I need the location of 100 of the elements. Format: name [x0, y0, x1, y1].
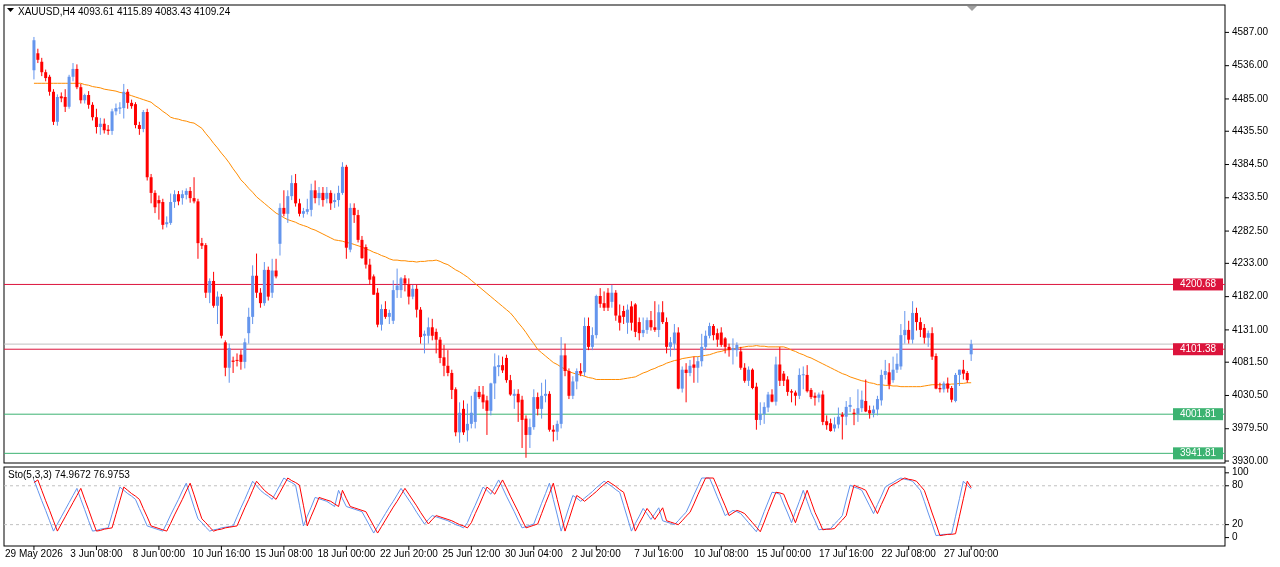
candlestick — [422, 330, 426, 354]
candlestick — [208, 277, 212, 304]
candlestick — [856, 388, 860, 423]
candlestick — [91, 101, 95, 121]
x-tick-label: 15 Jul 00:00 — [756, 548, 812, 559]
candlestick — [629, 300, 633, 332]
y-tick-label: 4081.50 — [1232, 355, 1269, 367]
candlestick — [399, 276, 403, 299]
candlestick — [590, 326, 594, 351]
candlestick — [239, 349, 243, 371]
x-tick-label: 22 Jun 20:00 — [379, 548, 439, 559]
y-tick-label: 20 — [1232, 518, 1244, 530]
candlestick — [653, 300, 657, 333]
candlestick — [883, 359, 887, 380]
ref-line-label: 4101.38 — [1179, 342, 1217, 354]
candlestick — [668, 336, 672, 358]
candlestick — [321, 186, 325, 208]
candlestick — [586, 317, 590, 351]
y-tick-label: 4333.50 — [1232, 191, 1269, 203]
y-tick-label: 100 — [1232, 466, 1250, 478]
x-tick-label: 18 Jun 00:00 — [317, 548, 376, 559]
candlestick — [122, 83, 126, 120]
candlestick — [94, 108, 98, 135]
y-tick-label: 4536.00 — [1232, 59, 1269, 71]
candlestick — [415, 284, 419, 319]
candlestick — [258, 287, 262, 309]
x-tick-label: 17 Jul 16:00 — [818, 548, 874, 559]
candlestick — [969, 339, 973, 362]
y-tick-label: 4131.00 — [1232, 323, 1269, 335]
candlestick — [797, 367, 801, 400]
chart-title: Sto(5,3,3) 74.9672 76.9753 — [8, 469, 131, 480]
x-tick-label: 15 Jun 08:00 — [254, 548, 314, 559]
candlestick — [887, 362, 891, 390]
candlestick — [618, 303, 622, 332]
candlestick — [649, 310, 653, 332]
x-tick-label: 27 Jul 00:00 — [943, 548, 999, 559]
candlestick — [684, 362, 688, 403]
candlestick — [536, 392, 540, 416]
candlestick — [840, 411, 844, 441]
x-tick-label: 2 Jul 20:00 — [571, 548, 622, 559]
y-tick-label: 3930.00 — [1232, 454, 1269, 466]
candlestick — [918, 317, 922, 338]
candlestick — [255, 253, 259, 299]
candlestick — [508, 374, 512, 397]
y-tick-label: 80 — [1232, 479, 1244, 491]
candlestick — [380, 303, 383, 332]
candlestick — [848, 396, 852, 413]
y-tick-label: 4030.50 — [1232, 389, 1269, 401]
candlestick — [739, 346, 743, 371]
candlestick — [317, 186, 321, 206]
candlestick — [540, 382, 544, 420]
candlestick — [778, 346, 782, 387]
candlestick — [844, 400, 848, 426]
ref-line-label: 3941.81 — [1179, 446, 1217, 458]
x-tick-label: 29 May 2026 — [5, 548, 64, 559]
candlestick — [48, 74, 52, 97]
candlestick — [243, 337, 247, 369]
candlestick — [110, 108, 114, 136]
candlestick — [961, 359, 965, 380]
x-tick-label: 7 Jul 16:00 — [634, 548, 684, 559]
y-tick-label: 4485.00 — [1232, 92, 1269, 104]
y-tick-label: 4435.50 — [1232, 124, 1269, 136]
x-tick-label: 10 Jun 16:00 — [192, 548, 251, 559]
candlestick — [294, 173, 298, 208]
candlestick — [247, 307, 251, 345]
candlestick — [126, 88, 130, 110]
candlestick — [758, 401, 762, 426]
candlestick — [313, 180, 317, 204]
candlestick — [622, 305, 626, 325]
y-tick-label: 4384.50 — [1232, 158, 1269, 170]
candlestick — [544, 378, 548, 403]
candlestick — [602, 290, 606, 312]
candlestick — [864, 378, 868, 413]
candlestick — [657, 303, 661, 338]
y-tick-label: 0 — [1232, 531, 1238, 543]
candlestick — [407, 277, 411, 305]
candlestick — [922, 323, 926, 345]
candlestick — [672, 323, 676, 351]
chart-title: XAUUSD,H4 4093.61 4115.89 4083.43 4109.24 — [18, 6, 231, 17]
candlestick — [641, 317, 645, 338]
candlestick — [309, 183, 313, 217]
candlestick — [801, 365, 805, 390]
candlestick — [462, 399, 466, 436]
candlestick — [235, 352, 239, 367]
candlestick — [465, 403, 469, 442]
ref-line-label: 4200.68 — [1179, 278, 1217, 290]
candlestick — [696, 356, 700, 384]
y-tick-label: 4182.00 — [1232, 290, 1269, 302]
candlestick — [915, 307, 918, 332]
candlestick — [747, 365, 751, 387]
candlestick — [63, 88, 67, 113]
y-tick-label: 4587.00 — [1232, 26, 1269, 38]
candlestick — [813, 392, 817, 407]
y-tick-label: 3979.50 — [1232, 422, 1269, 434]
candlestick — [606, 287, 610, 312]
candlestick — [430, 318, 434, 341]
ref-line-label: 4001.81 — [1179, 407, 1217, 419]
candlestick — [626, 303, 630, 335]
candlestick — [270, 258, 274, 299]
candlestick — [766, 391, 770, 413]
